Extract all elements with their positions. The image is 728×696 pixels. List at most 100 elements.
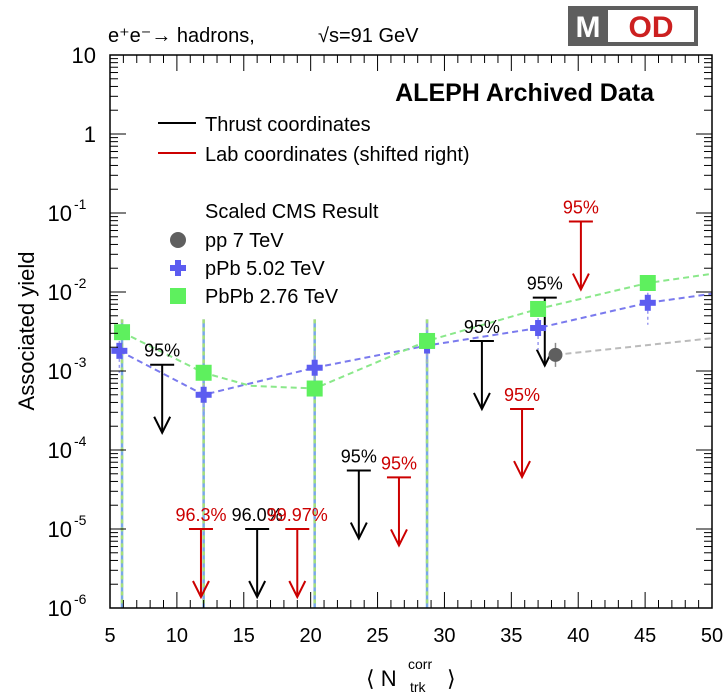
x-tick-label: 35 <box>500 625 522 647</box>
y-tick-exponent: -3 <box>74 354 87 370</box>
logo-left-text: M <box>576 11 601 44</box>
x-tick-label: 50 <box>701 625 723 647</box>
logo-right-panel <box>608 10 694 42</box>
x-tick-label: 40 <box>567 625 589 647</box>
y-tick-label: 10 -6 <box>48 591 87 621</box>
upper-limit-cl-label: 95% <box>381 453 417 473</box>
y-tick-label: 10 -3 <box>48 354 87 384</box>
y-tick-base: 10 <box>48 359 72 384</box>
legend-label-pbpb: PbPb 2.76 TeV <box>205 286 339 308</box>
marker-series0-point0 <box>548 347 563 362</box>
upper-limit-cl-label: 96.0% <box>232 505 283 525</box>
upper-limit-7: 95% <box>381 453 417 548</box>
legend-label-pp: pp 7 TeV <box>205 230 284 252</box>
process-label: e⁺e⁻→ hadrons, <box>108 25 255 47</box>
y-tick-label: 10 <box>72 43 96 68</box>
legend-marker-pp <box>170 232 186 248</box>
x-axis-label-sup: corr <box>408 656 432 672</box>
upper-limit-2: 95% <box>341 447 377 541</box>
marker-series1-point2 <box>306 359 323 376</box>
upper-limit-cl-label: 95% <box>504 385 540 405</box>
y-tick-exponent: -2 <box>74 275 87 291</box>
y-tick-base: 10 <box>48 201 72 226</box>
legend: Thrust coordinates Lab coordinates (shif… <box>158 114 470 308</box>
x-axis-label-main: ⟨ N <box>366 666 397 691</box>
y-tick-exponent: -6 <box>74 591 87 607</box>
legend-label-thrust: Thrust coordinates <box>205 114 371 136</box>
upper-limits: 95%96.0%95%95%95%96.3% 99.97%95%95%95% <box>144 198 599 600</box>
upper-limit-arrowhead <box>153 416 172 435</box>
y-tick-exponent: -1 <box>74 196 87 212</box>
y-tick-base: 1 <box>84 122 96 147</box>
y-tick-exponent: -5 <box>74 512 87 528</box>
upper-limit-cl-label: 95% <box>144 341 180 361</box>
upper-limit-3: 95% <box>464 317 500 412</box>
y-tick-base: 10 <box>48 280 72 305</box>
y-axis-label: Associated yield <box>14 252 39 411</box>
y-tick-base: 10 <box>48 517 72 542</box>
legend-label-ppb: pPb 5.02 TeV <box>205 258 325 280</box>
upper-limit-arrowhead <box>513 460 531 480</box>
legend-header: Scaled CMS Result <box>205 201 379 223</box>
marker-series2-point1 <box>195 364 212 381</box>
axis-ticks <box>109 55 713 609</box>
marker-series1-point5 <box>639 294 656 311</box>
x-tick-labels: 5 10 15 20 25 30 35 40 45 50 <box>104 625 723 647</box>
x-axis-label: ⟨ N corr trk ⟩ <box>366 656 456 695</box>
upper-limit-arrowhead <box>572 273 590 292</box>
upper-limit-8: 95% <box>504 385 540 480</box>
logo-right-text: OD <box>629 11 674 44</box>
marker-series2-point0 <box>114 324 131 341</box>
fit-line-2 <box>121 272 713 390</box>
upper-limit-cl-label: 95% <box>527 274 563 294</box>
y-tick-base: 10 <box>48 596 72 621</box>
upper-limit-arrowhead <box>473 392 491 412</box>
marker-series1-point1 <box>195 386 212 403</box>
x-axis-label-close: ⟩ <box>447 666 456 691</box>
marker-series1-point0 <box>111 342 128 359</box>
upper-limit-cl-label: 95% <box>563 198 599 218</box>
y-tick-label: 10 -4 <box>48 433 87 463</box>
legend-marker-ppb <box>170 260 186 276</box>
x-tick-label: 10 <box>166 625 188 647</box>
upper-limit-arrowhead <box>192 580 210 600</box>
y-tick-label: 10 -5 <box>48 512 87 542</box>
x-tick-label: 15 <box>233 625 255 647</box>
upper-limit-6: 99.97% <box>267 505 328 600</box>
fit-line-0 <box>555 337 713 356</box>
marker-series2-point5 <box>639 274 656 291</box>
upper-limit-arrowhead <box>349 522 368 541</box>
marker-series2-point4 <box>530 300 547 317</box>
legend-label-lab: Lab coordinates (shifted right) <box>205 144 470 166</box>
upper-limit-arrowhead <box>248 580 267 600</box>
y-tick-base: 10 <box>72 43 96 68</box>
y-tick-base: 10 <box>48 438 72 463</box>
y-tick-label: 10 -1 <box>48 196 87 226</box>
marker-series2-point3 <box>419 332 436 349</box>
marker-series1-point4 <box>530 320 547 337</box>
upper-limit-5: 96.3% <box>175 505 226 600</box>
logo: M OD <box>568 6 698 46</box>
y-tick-label: 10 -2 <box>48 275 87 305</box>
upper-limit-1: 96.0% <box>232 505 283 600</box>
x-axis-label-sub: trk <box>410 679 427 695</box>
data-markers <box>111 274 656 417</box>
x-tick-label: 20 <box>300 625 322 647</box>
upper-limit-cl-label: 99.97% <box>267 505 328 525</box>
upper-limit-arrowhead <box>288 580 307 600</box>
y-tick-label: 1 <box>84 122 96 147</box>
upper-limit-cl-label: 95% <box>341 447 377 467</box>
energy-label: √s=91 GeV <box>318 25 419 47</box>
x-tick-label: 5 <box>104 625 115 647</box>
plot-frame <box>109 54 713 609</box>
legend-marker-pbpb <box>170 288 186 304</box>
chart-title: ALEPH Archived Data <box>395 79 655 107</box>
x-tick-label: 30 <box>433 625 455 647</box>
x-tick-label: 25 <box>366 625 388 647</box>
upper-limit-arrowhead <box>390 528 408 548</box>
x-tick-label: 45 <box>634 625 656 647</box>
upper-limit-cl-label: 95% <box>464 317 500 337</box>
marker-series2-point2 <box>306 380 323 397</box>
